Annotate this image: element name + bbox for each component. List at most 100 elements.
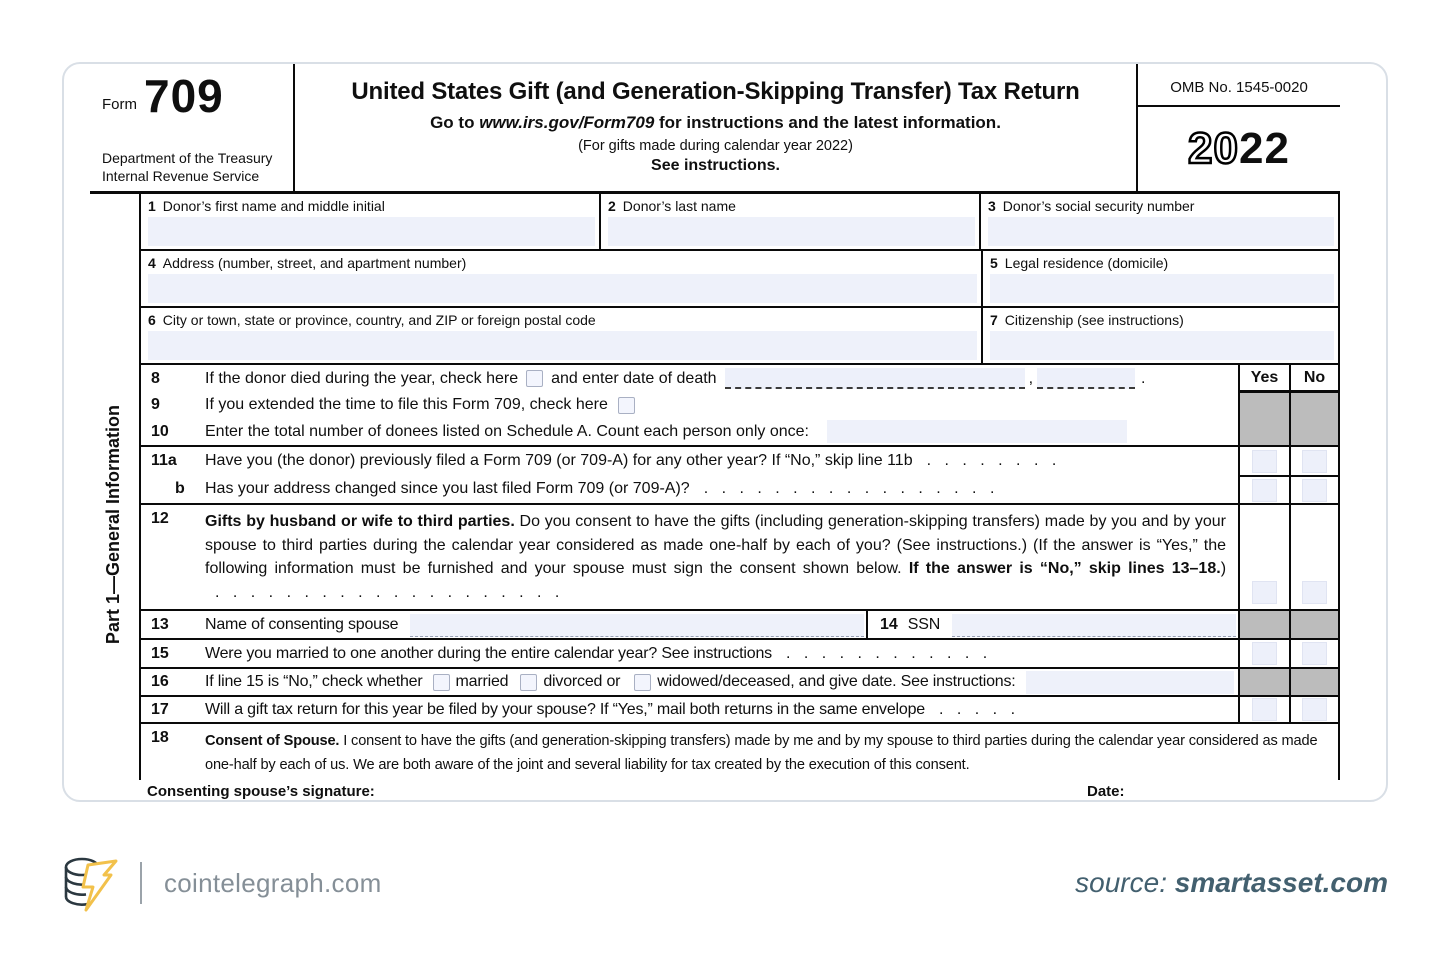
line-11b-answer-cells [1240,475,1338,503]
field-6-label: City or town, state or province, country… [162,312,596,328]
form-header-right: OMB No. 1545-0020 20 22 [1138,64,1340,191]
shaded-cell [1291,611,1338,638]
donor-died-checkbox[interactable] [526,370,544,387]
line-11b: b Has your address changed since you las… [141,475,1238,503]
dot-leaders: . . . . . [939,700,1016,718]
line-11a-no-checkbox[interactable] [1302,449,1327,473]
date-of-death-year-input[interactable] [1037,368,1136,389]
line-12-yes-checkbox[interactable] [1252,581,1277,604]
shaded-cell [1291,393,1338,445]
line-16-number: 16 [151,673,169,690]
legal-residence-input[interactable] [990,274,1334,303]
line-12-no-checkbox[interactable] [1302,581,1327,604]
field-3-number: 3 [988,198,996,214]
form-header-left: Form 709 Department of the Treasury Inte… [90,64,295,191]
line-17-yes-checkbox[interactable] [1252,698,1277,721]
goto-suffix: for instructions and the latest informat… [654,113,1001,132]
line-15-text: Were you married to one another during t… [205,644,772,662]
dot-leaders: . . . . . . . . . . . . . . . . . [703,480,995,497]
calendar-year-note: (For gifts made during calendar year 202… [578,138,853,154]
consenting-spouse-name-input[interactable] [410,614,864,637]
line-16-shaded-cells [1240,669,1338,695]
line-11b-text: Has your address changed since you last … [205,480,690,497]
donor-ssn-input[interactable] [988,217,1334,246]
form-709-document-card: Form 709 Department of the Treasury Inte… [62,62,1388,802]
line-12-answer-cells [1240,505,1338,609]
tax-year: 20 22 [1138,107,1340,191]
lines-9-10-shaded-cells [1240,393,1338,445]
line-17-number: 17 [151,700,169,718]
line-11b-yes-checkbox[interactable] [1252,478,1277,502]
field-6-number: 6 [148,312,156,328]
line-18-body: I consent to have the gifts (and generat… [205,733,1318,773]
field-3-label: Donor’s social security number [1002,198,1195,214]
field-5-number: 5 [990,255,998,271]
shaded-cell [1240,393,1291,445]
lines-11-row: 11a Have you (the donor) previously file… [141,445,1338,503]
source-attribution: source: smartasset.com [1075,867,1388,899]
line-18-text: Consent of Spouse. I consent to have the… [205,729,1338,780]
line-8-number: 8 [151,369,160,387]
line-15-answer-cells [1240,640,1338,667]
line-8-comma: , [1028,369,1034,387]
widowed-checkbox[interactable] [634,673,652,691]
married-checkbox[interactable] [432,673,450,691]
line-11b-no-checkbox[interactable] [1302,478,1327,502]
shaded-cell [1291,669,1338,695]
footer-branding: cointelegraph.com source: smartasset.com [62,852,1388,914]
donor-first-name-input[interactable] [148,217,595,246]
line-11a-text: Have you (the donor) previously filed a … [205,452,913,469]
form-word: Form [102,95,137,113]
divorced-checkbox[interactable] [520,673,538,691]
line-15-no-checkbox[interactable] [1302,642,1327,665]
line-18-row: 18 Consent of Spouse. I consent to have … [141,722,1338,780]
extended-time-checkbox[interactable] [617,396,635,414]
year-outline-digits: 20 [1187,123,1239,175]
line-8-text: If the donor died during the year, check… [205,369,519,387]
consenting-spouse-ssn-input[interactable] [952,614,1236,637]
widowed-option-label: widowed/deceased, and give date. See ins… [657,673,1016,690]
form-goto-line: Go to www.irs.gov/Form709 for instructio… [295,113,1136,133]
source-site-name: smartasset.com [1174,867,1388,898]
shaded-cell [1240,669,1291,695]
line-13-number: 13 [151,615,169,633]
part1-side-label: Part 1—General Information [102,405,123,645]
field-4-number: 4 [148,255,156,271]
no-column-header: No [1303,369,1326,386]
line-11a: 11a Have you (the donor) previously file… [141,447,1238,475]
line-12-text: Gifts by husband or wife to third partie… [205,510,1238,609]
married-option-label: married [455,673,509,690]
field-7-label: Citizenship (see instructions) [1004,312,1184,328]
dot-leaders: . . . . . . . . . . . . . . . . . . . . [215,583,560,601]
donor-name-row: 1 Donor’s first name and middle initial 2… [141,194,1338,249]
dot-leaders: . . . . . . . . . . . . [785,644,988,662]
donor-last-name-input[interactable] [608,217,975,246]
line-11a-yes-checkbox[interactable] [1252,449,1277,473]
line-16: 16 If line 15 is “No,” check whether mar… [141,669,1238,695]
line-12-row: 12 Gifts by husband or wife to third par… [141,503,1338,609]
give-date-input[interactable] [1025,670,1234,694]
agency-line-2: Internal Revenue Service [102,167,260,184]
date-label: Date: [1087,783,1125,800]
city-input[interactable] [148,331,977,360]
number-of-donees-input[interactable] [826,420,1127,443]
consenting-spouse-signature-label: Consenting spouse’s signature: [147,783,375,800]
field-4-cell: 4 Address (number, street, and apartment … [141,251,981,306]
field-1-number: 1 [148,198,156,214]
line-17-no-checkbox[interactable] [1302,698,1327,721]
field-5-cell: 5 Legal residence (domicile) [981,251,1338,306]
line-18-bold-lead: Consent of Spouse. [205,733,340,749]
field-4-label: Address (number, street, and apartment n… [162,255,467,271]
field-1-cell: 1 Donor’s first name and middle initial [141,194,599,249]
line-11a-answer-cells [1240,447,1338,475]
line-13-text: Name of consenting spouse [205,615,399,633]
line-17-answer-cells [1240,697,1338,722]
citizenship-input[interactable] [990,331,1334,360]
line-15-yes-checkbox[interactable] [1252,642,1277,665]
form-header-center: United States Gift (and Generation-Skipp… [295,64,1138,191]
date-of-death-input[interactable] [724,368,1025,389]
line-9-number: 9 [151,396,160,413]
address-input[interactable] [148,274,977,303]
line-15-number: 15 [151,644,169,662]
shaded-cell [1240,611,1291,638]
